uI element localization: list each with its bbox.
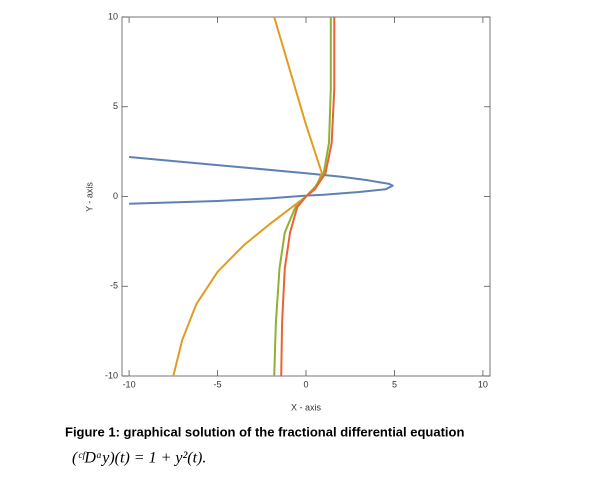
series-line bbox=[129, 156, 394, 205]
x-tick-label: 10 bbox=[478, 379, 488, 389]
y-tick-label: 0 bbox=[113, 191, 118, 201]
y-tick-label: -5 bbox=[110, 281, 118, 291]
y-tick-label: 5 bbox=[113, 101, 118, 111]
x-axis-label: X - axis bbox=[291, 402, 322, 412]
y-tick-label: -10 bbox=[105, 370, 118, 380]
y-tick-label: 10 bbox=[108, 11, 118, 21]
x-tick-label: 0 bbox=[303, 379, 308, 389]
series-line bbox=[280, 17, 336, 377]
x-tick-label: -5 bbox=[214, 379, 222, 389]
x-tick-label: -10 bbox=[123, 379, 136, 389]
caption: Figure 1: graphical solution of the frac… bbox=[65, 424, 464, 439]
equation: (ᶜᶠDᵅy)(t) = 1 + y²(t). bbox=[72, 450, 206, 467]
x-tick-label: 5 bbox=[392, 379, 397, 389]
y-axis-label: Y - axis bbox=[84, 182, 94, 212]
